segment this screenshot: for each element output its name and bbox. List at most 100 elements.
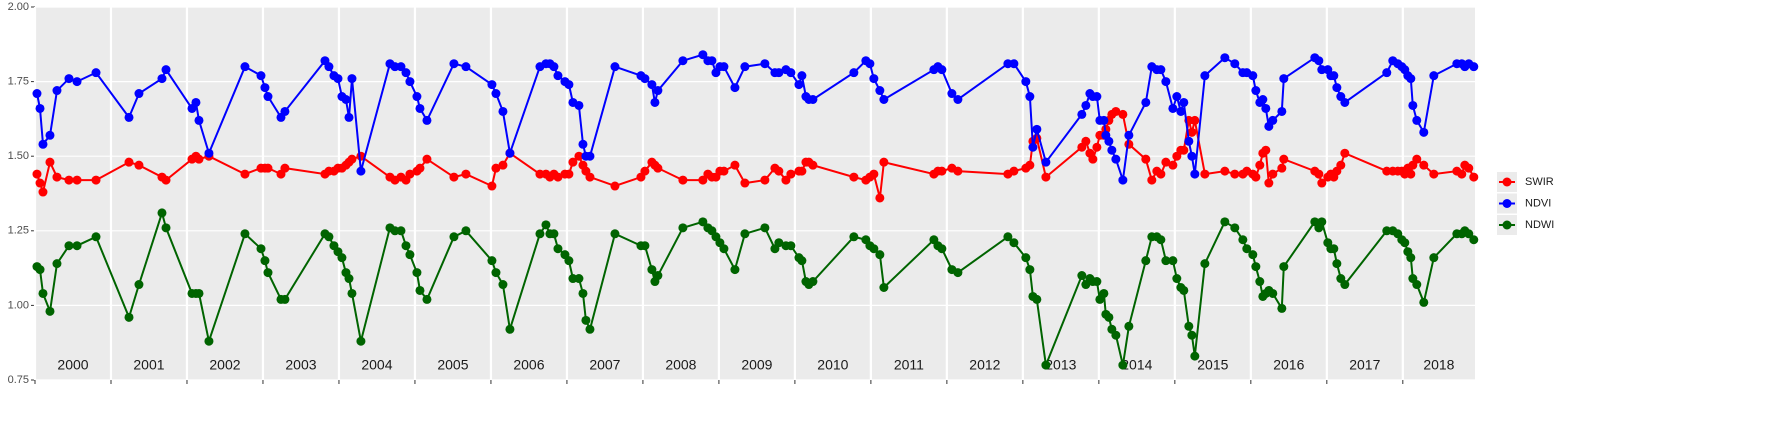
point xyxy=(1156,235,1166,245)
point xyxy=(422,294,432,304)
point xyxy=(1118,175,1128,185)
point xyxy=(405,169,415,179)
point xyxy=(124,312,134,322)
point xyxy=(491,89,501,99)
point xyxy=(280,294,290,304)
point xyxy=(1400,238,1410,248)
point xyxy=(1077,271,1087,281)
point xyxy=(1242,244,1252,254)
point xyxy=(1340,97,1350,107)
point xyxy=(1124,130,1134,140)
point xyxy=(865,59,875,69)
year-label: 2010 xyxy=(817,357,848,373)
point xyxy=(38,288,48,298)
point xyxy=(280,106,290,116)
point xyxy=(875,250,885,260)
point xyxy=(1003,232,1013,242)
point xyxy=(1161,157,1171,167)
point xyxy=(1220,53,1230,63)
point xyxy=(937,166,947,176)
point xyxy=(1412,280,1422,290)
point xyxy=(653,86,663,96)
year-label: 2018 xyxy=(1423,357,1454,373)
point xyxy=(574,100,584,110)
point xyxy=(740,229,750,239)
y-tick-label: 0.75 xyxy=(8,374,29,386)
point xyxy=(1081,100,1091,110)
point xyxy=(1124,321,1134,331)
point xyxy=(1184,321,1194,331)
point xyxy=(1156,169,1166,179)
point xyxy=(1464,229,1474,239)
y-tick-label: 1.00 xyxy=(8,299,29,311)
point xyxy=(1141,154,1151,164)
point xyxy=(204,336,214,346)
point xyxy=(401,68,411,78)
point xyxy=(498,106,508,116)
point xyxy=(640,166,650,176)
point xyxy=(1104,312,1114,322)
point xyxy=(1028,142,1038,152)
point xyxy=(937,244,947,254)
point xyxy=(581,315,591,325)
point xyxy=(1314,56,1324,66)
point xyxy=(774,68,784,78)
point xyxy=(1419,127,1429,137)
point xyxy=(535,229,545,239)
point xyxy=(280,163,290,173)
point xyxy=(653,271,663,281)
point xyxy=(1230,223,1240,233)
point xyxy=(1406,74,1416,84)
point xyxy=(1279,74,1289,84)
point xyxy=(640,241,650,251)
point xyxy=(256,71,266,81)
point xyxy=(1168,160,1178,170)
point xyxy=(1332,83,1342,93)
point xyxy=(678,56,688,66)
point xyxy=(797,71,807,81)
point xyxy=(32,169,42,179)
legend-label: SWIR xyxy=(1525,176,1554,188)
point xyxy=(1251,172,1261,182)
point xyxy=(487,80,497,90)
point xyxy=(1104,136,1114,146)
point xyxy=(1314,169,1324,179)
point xyxy=(650,97,660,107)
point xyxy=(879,282,889,292)
point xyxy=(1099,115,1109,125)
point xyxy=(1077,109,1087,119)
point xyxy=(1268,288,1278,298)
y-tick-label: 1.75 xyxy=(8,76,29,88)
point xyxy=(1092,142,1102,152)
point xyxy=(869,74,879,84)
point xyxy=(610,229,620,239)
point xyxy=(1340,280,1350,290)
year-label: 2012 xyxy=(969,357,1000,373)
point xyxy=(797,256,807,266)
year-label: 2004 xyxy=(361,357,392,373)
point xyxy=(256,244,266,254)
point xyxy=(740,178,750,188)
point xyxy=(1111,330,1121,340)
legend-label: NDVI xyxy=(1525,197,1551,209)
point xyxy=(937,65,947,75)
point xyxy=(574,151,584,161)
legend-point xyxy=(1502,199,1512,208)
point xyxy=(161,175,171,185)
point xyxy=(204,148,214,158)
point xyxy=(1336,160,1346,170)
point xyxy=(1200,71,1210,81)
point xyxy=(647,265,657,275)
point xyxy=(1141,97,1151,107)
year-label: 2015 xyxy=(1197,357,1228,373)
point xyxy=(1220,217,1230,227)
point xyxy=(194,154,204,164)
point xyxy=(405,77,415,87)
y-tick-label: 2.00 xyxy=(8,1,29,13)
point xyxy=(1161,77,1171,87)
point xyxy=(422,154,432,164)
point xyxy=(1179,97,1189,107)
point xyxy=(1009,166,1019,176)
point xyxy=(1317,178,1327,188)
point xyxy=(401,241,411,251)
